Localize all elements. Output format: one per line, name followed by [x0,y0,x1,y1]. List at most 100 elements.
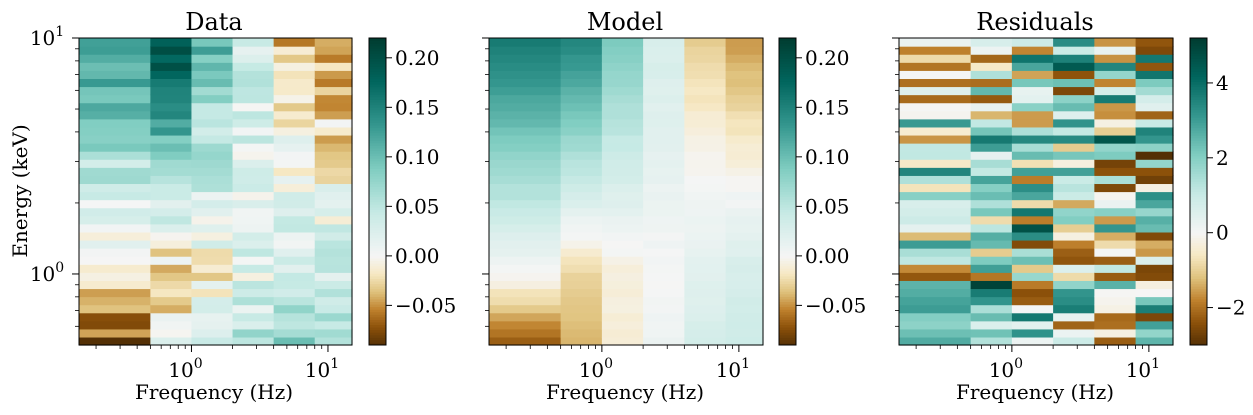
heatmap-cell [1135,94,1174,104]
colorbar-segment [1190,250,1207,254]
heatmap-cell [643,272,685,281]
colorbar-segment [1190,89,1207,93]
heatmap-cell [725,102,764,112]
colorbar: −2 0 2 4 [1189,37,1245,346]
heatmap-cell [191,304,234,314]
heatmap-cell [1053,272,1095,281]
colorbar-segment [779,260,796,264]
heatmap-cell [601,272,644,281]
colorbar-segment [369,227,386,231]
heatmap-cell [684,118,727,128]
y-ticks [892,37,899,327]
colorbar-segment [369,160,386,164]
heatmap-cell [1135,78,1174,88]
colorbar-tick-label: 0 [1216,221,1229,245]
heatmap-cell [601,54,644,63]
heatmap-cell [725,86,764,96]
heatmap-cell [191,264,234,273]
colorbar-segment [1190,168,1207,172]
colorbar-tick-label: −0.05 [805,293,866,317]
heatmap-cell [1135,167,1174,176]
x-tick-label: 100 [989,356,1023,382]
heatmap-cell [191,312,234,322]
heatmap-cell [1094,38,1137,47]
heatmap-cell [643,151,685,160]
heatmap-cell [1011,312,1054,322]
heatmap-cell [1053,256,1095,265]
heatmap-cell [970,264,1013,273]
colorbar-segment [779,268,796,272]
heatmap-cell [1135,231,1174,241]
y-ticks: 100 101 [30,24,79,327]
colorbar-segment [779,252,796,256]
heatmap-cell [725,94,764,104]
heatmap-cell [970,54,1013,63]
colorbar-segment [1190,55,1207,59]
heatmap-cell [899,304,972,314]
colorbar-segment [1190,227,1207,231]
colorbar-segment [779,132,796,136]
colorbar-segment [1190,222,1207,226]
colorbar-segment [369,314,386,318]
heatmap-cell [643,175,685,185]
colorbar-segment [779,188,796,192]
heatmap-cell [191,54,234,63]
heatmap-cell [191,78,234,88]
heatmap-cell [191,151,234,160]
heatmap-cell [191,199,234,209]
heatmap-cell [560,336,603,346]
x-tick-label: 101 [305,356,339,382]
colorbar-segment [369,247,386,251]
colorbar-segment [1190,78,1207,82]
colorbar-segment [1190,258,1207,262]
colorbar-segment [779,140,796,144]
colorbar-segment [779,191,796,195]
heatmap-cell [191,94,234,104]
heatmap-cell [1094,296,1137,306]
colorbar-segment [1190,153,1207,157]
colorbar-segment [369,109,386,113]
colorbar-segment [779,107,796,111]
colorbar-segment [369,73,386,77]
colorbar-segment [1190,252,1207,256]
heatmap-cell [560,328,603,338]
heatmap-cell [970,336,1013,346]
heatmap-cell [643,86,685,96]
heatmap-cell [1011,159,1054,168]
heatmap-cell [684,46,727,55]
heatmap-cell [684,183,727,193]
heatmap-cell [150,264,193,273]
heatmap-cell [1053,94,1095,104]
heatmap-cell [314,126,353,136]
heatmap-cell [150,191,193,201]
colorbar-segment [1190,209,1207,213]
colorbar-segment [369,270,386,274]
heatmap-cell [684,94,727,104]
heatmap-cell [643,134,685,144]
colorbar-segment [1190,63,1207,67]
colorbar-segment [1190,160,1207,164]
heatmap-cell [970,207,1013,217]
colorbar-segment [369,268,386,272]
heatmap-cell [489,183,562,193]
colorbar-segment [779,273,796,277]
heatmap-cell [314,159,353,168]
heatmap-cell [191,38,234,47]
heatmap-cell [601,86,644,96]
colorbar-segment [1190,140,1207,144]
colorbar-segment [779,145,796,149]
colorbar-tick-label: 0.10 [805,145,850,169]
heatmap-cell [970,118,1013,128]
heatmap-cell [232,207,275,217]
heatmap-cell [1011,78,1054,88]
heatmap-cell [725,134,764,144]
colorbar-segment [1190,293,1207,297]
heatmap-cell [314,288,353,298]
colorbar-segment [1190,199,1207,203]
colorbar-segment [1190,148,1207,152]
heatmap-cell [191,231,234,241]
heatmap-cell [1135,280,1174,290]
heatmap-cell [601,191,644,201]
colorbar-segment [369,306,386,310]
colorbar-segment [369,48,386,52]
